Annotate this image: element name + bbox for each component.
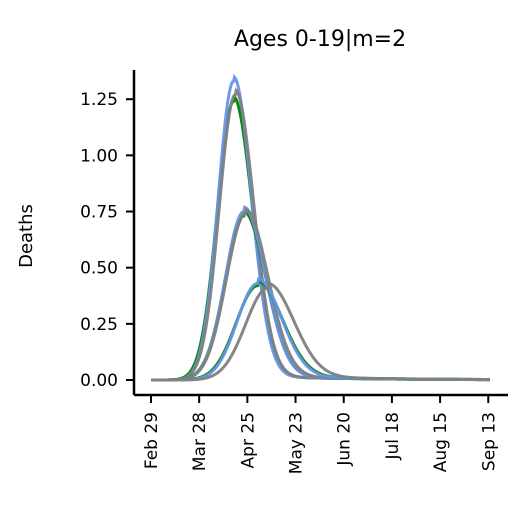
y-axis-label: Deaths	[16, 204, 37, 268]
y-tick-label-2: 0.50	[80, 259, 118, 279]
x-tick-label-4: Jun 20	[335, 412, 355, 467]
series-line-8	[151, 281, 491, 382]
series-line-5	[151, 207, 490, 382]
x-tick-label-2: Apr 25	[238, 412, 258, 468]
x-tick-label-3: May 23	[287, 412, 307, 474]
y-tick-label-0: 0.00	[80, 371, 118, 391]
x-tick-label-7: Sep 13	[479, 412, 499, 471]
x-tick-label-5: Jul 18	[383, 412, 403, 461]
y-ticks: 0.00 0.25 0.50 0.75 1.00 1.25	[80, 90, 134, 391]
y-tick-label-4: 1.00	[80, 146, 118, 166]
series-line-3	[151, 209, 491, 382]
x-tick-label-0: Feb 29	[142, 412, 162, 469]
series-layer	[151, 73, 491, 382]
x-ticks: Feb 29 Mar 28 Apr 25 May 23 Jun 20 Jul 18 Aug …	[142, 395, 499, 474]
y-tick-label-3: 0.75	[80, 203, 118, 223]
chart-title: Ages 0-19|m=2	[234, 27, 406, 52]
y-tick-label-1: 0.25	[80, 315, 118, 335]
y-tick-label-5: 1.25	[80, 90, 118, 110]
series-line-4	[151, 204, 491, 382]
x-tick-label-1: Mar 28	[190, 412, 210, 471]
x-tick-label-6: Aug 15	[431, 412, 451, 472]
